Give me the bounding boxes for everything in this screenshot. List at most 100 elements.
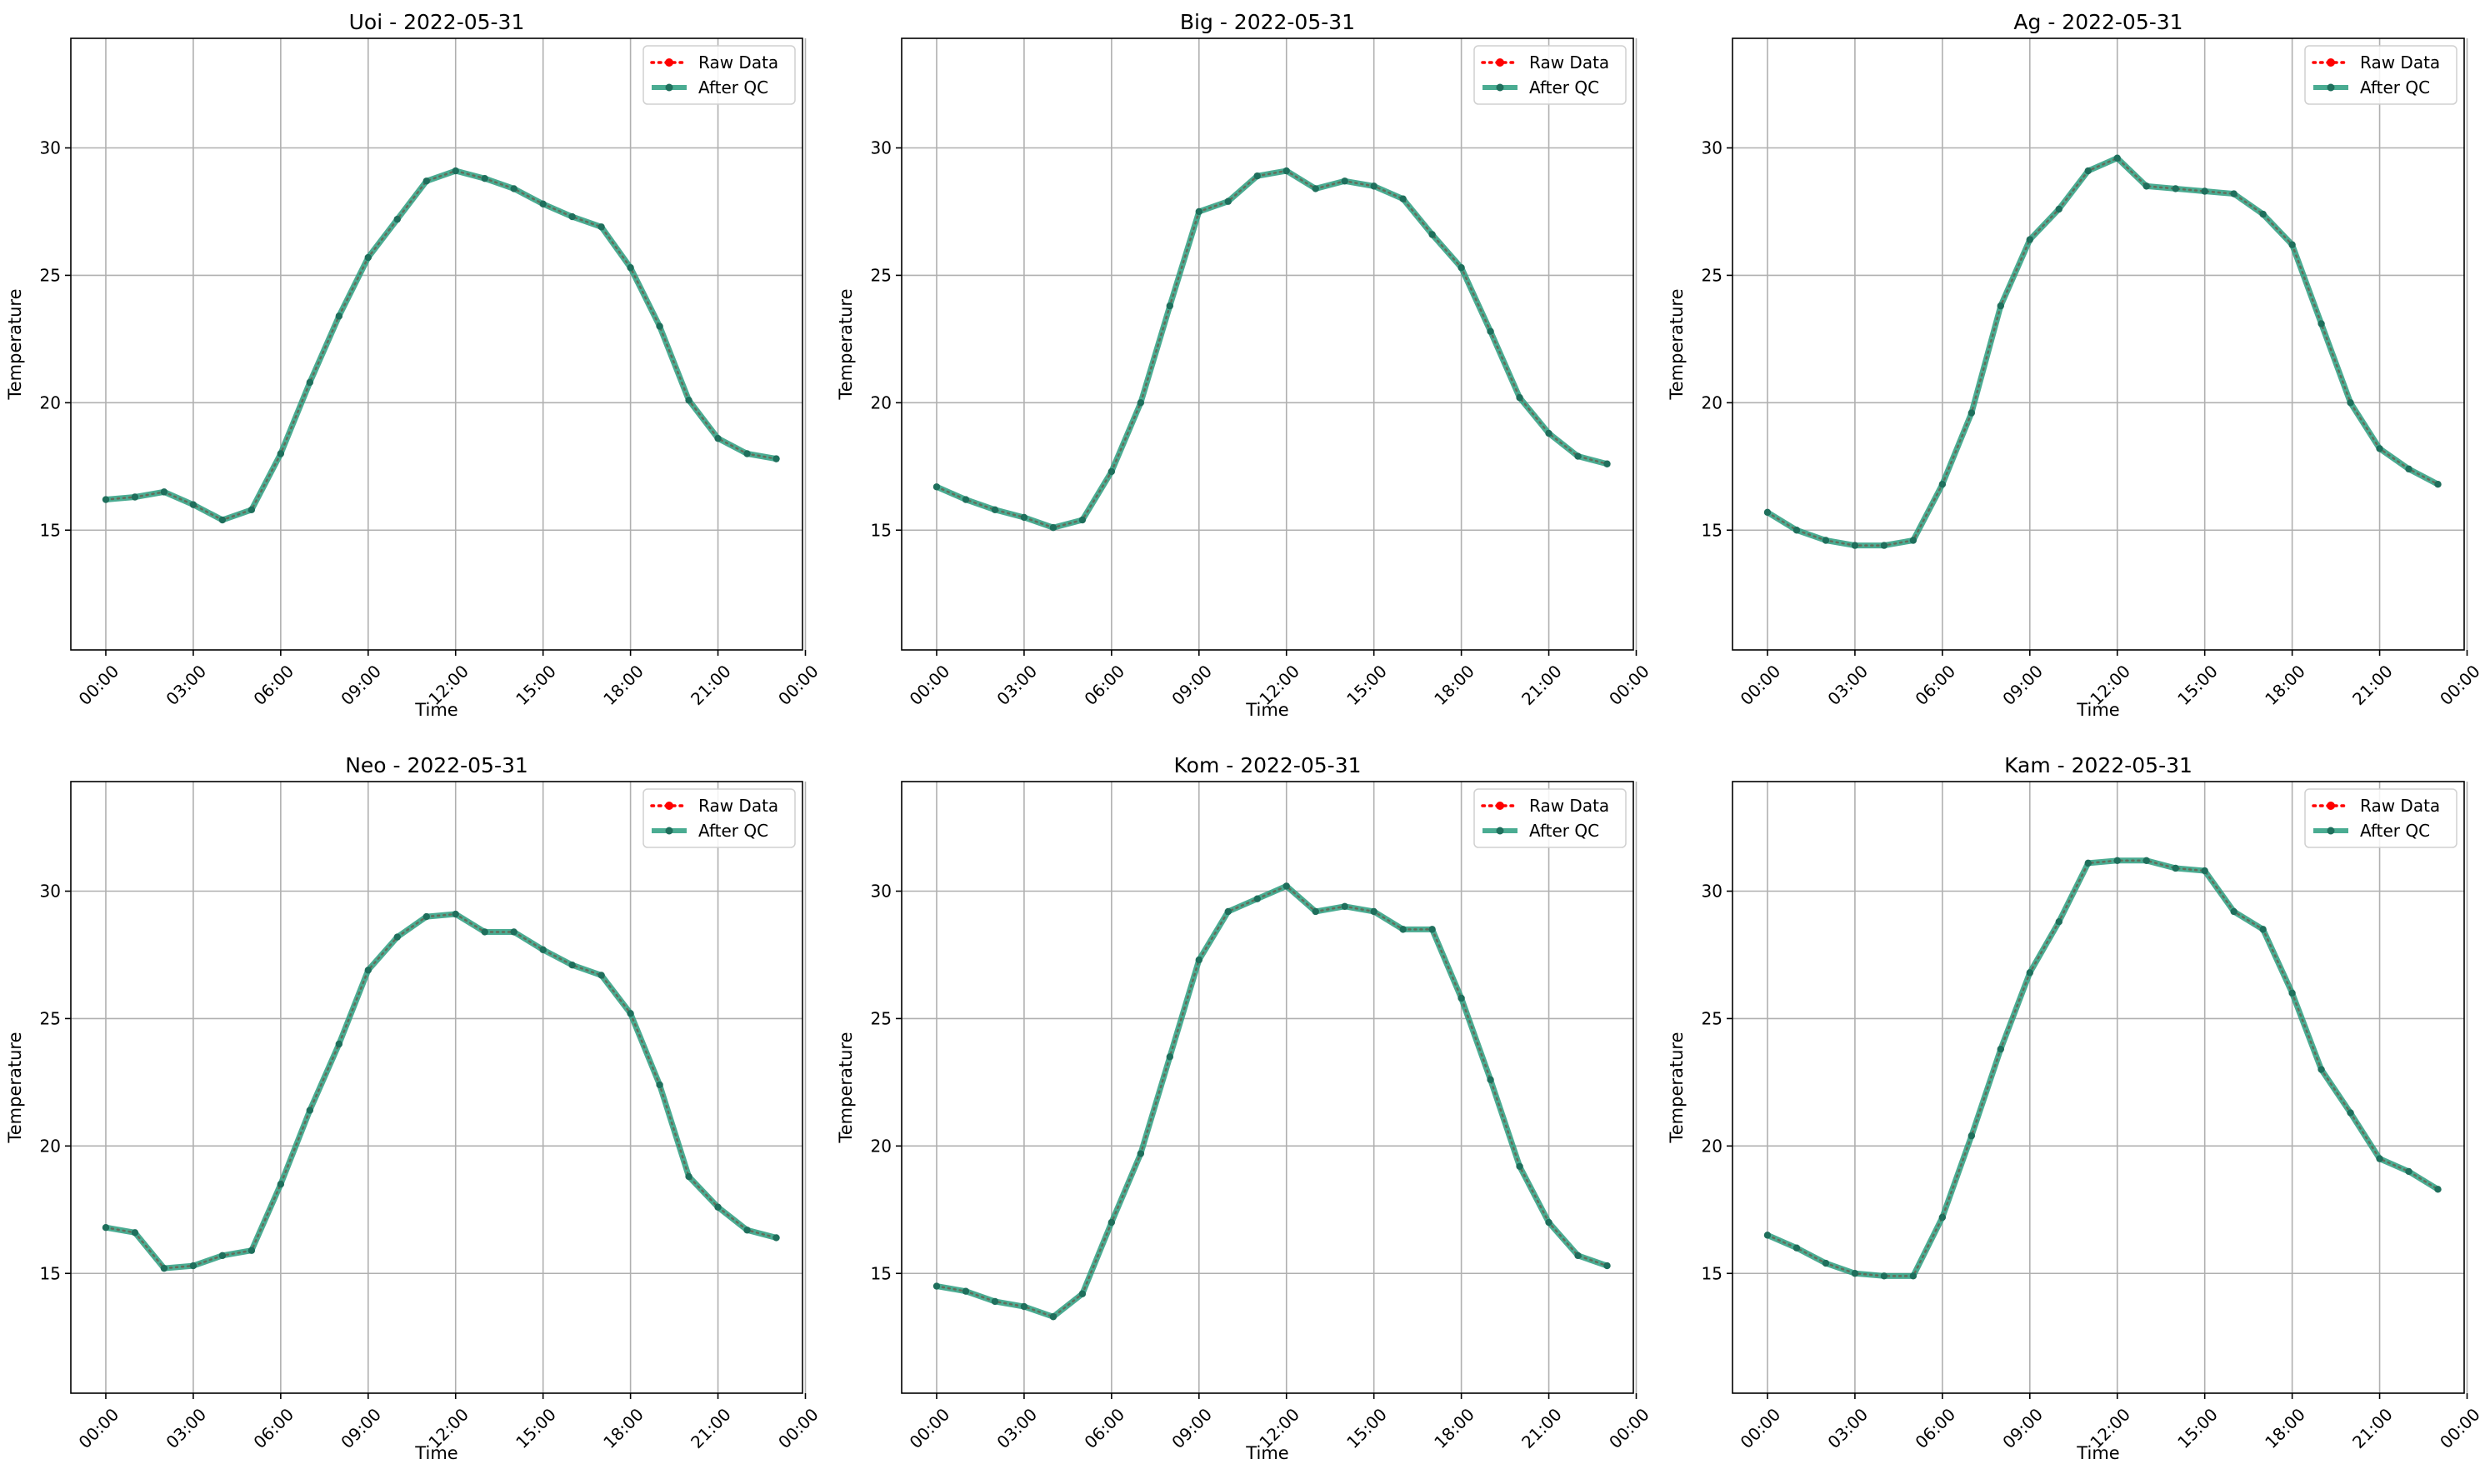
data-point-after-qc — [1574, 452, 1582, 460]
chart-title: Ag - 2022-05-31 — [2013, 10, 2182, 34]
data-point-after-qc — [510, 185, 518, 192]
data-point-after-qc — [1763, 508, 1772, 517]
data-point-after-qc — [422, 912, 430, 921]
x-tick-label: 06:00 — [1080, 661, 1128, 709]
data-point-after-qc — [1851, 542, 1859, 549]
data-point-after-qc — [1224, 197, 1232, 205]
data-point-after-qc — [1282, 167, 1290, 175]
data-point-after-qc — [1938, 1213, 1947, 1222]
legend-marker-raw-data — [2327, 802, 2335, 810]
data-point-after-qc — [248, 506, 256, 513]
data-point-after-qc — [2288, 241, 2296, 248]
data-point-after-qc — [452, 910, 459, 918]
data-point-after-qc — [1282, 882, 1290, 890]
data-point-after-qc — [1195, 956, 1202, 964]
data-point-after-qc — [131, 493, 139, 501]
data-point-after-qc — [1516, 1162, 1523, 1171]
data-point-after-qc — [991, 1297, 999, 1306]
chart-title: Kom - 2022-05-31 — [1174, 753, 1362, 777]
data-point-after-qc — [1880, 542, 1888, 549]
x-tick-label: 09:00 — [1998, 661, 2047, 709]
axes-frame — [901, 37, 1634, 651]
data-point-after-qc — [627, 1010, 634, 1017]
x-tick-label: 03:00 — [992, 1404, 1041, 1452]
legend-marker-after-qc — [665, 83, 673, 92]
y-axis-label: Temperature — [5, 288, 25, 400]
data-point-after-qc — [335, 1040, 343, 1048]
data-point-after-qc — [1078, 516, 1087, 524]
series-line-after-qc — [1764, 857, 2442, 1279]
x-tick-label: 18:00 — [599, 661, 648, 709]
legend-label-raw-data: Raw Data — [2360, 52, 2440, 72]
data-point-after-qc — [598, 223, 605, 231]
data-point-after-qc — [1399, 195, 1407, 202]
x-tick-label: 00:00 — [1605, 661, 1653, 709]
y-tick-label: 30 — [1702, 138, 1722, 158]
data-point-after-qc — [2259, 210, 2267, 218]
data-point-after-qc — [2405, 1167, 2412, 1176]
series-line-after-qc — [933, 167, 1611, 531]
data-point-after-qc — [2142, 857, 2150, 865]
series-line-after-qc — [1764, 155, 2442, 549]
data-point-after-qc — [1458, 994, 1465, 1002]
data-point-after-qc — [1880, 1272, 1888, 1280]
y-tick-label: 20 — [40, 392, 61, 412]
x-tick-label: 15:00 — [512, 1404, 560, 1452]
data-point-after-qc — [393, 933, 401, 941]
data-point-after-qc — [364, 967, 372, 974]
legend: Raw Data After QC — [1473, 45, 1627, 105]
x-tick-label: 03:00 — [162, 661, 210, 709]
legend-label-after-qc: After QC — [2360, 821, 2430, 841]
y-axis-label: Temperature — [5, 1032, 25, 1143]
data-point-after-qc — [1997, 302, 2005, 310]
data-point-after-qc — [2026, 236, 2033, 243]
y-tick-label: 15 — [871, 1263, 892, 1283]
data-point-after-qc — [1997, 1045, 2005, 1053]
x-tick-label: 18:00 — [2261, 661, 2309, 709]
data-point-after-qc — [1078, 1290, 1087, 1297]
data-point-after-qc — [1049, 1313, 1058, 1321]
legend-marker-after-qc — [2327, 827, 2335, 835]
data-point-after-qc — [1137, 1150, 1145, 1157]
data-point-after-qc — [102, 496, 110, 503]
data-point-after-qc — [481, 175, 488, 182]
data-point-after-qc — [306, 1107, 314, 1114]
data-point-after-qc — [2318, 320, 2325, 327]
data-point-after-qc — [2347, 399, 2354, 407]
legend-label-raw-data: Raw Data — [1529, 796, 1609, 816]
data-point-after-qc — [452, 167, 459, 175]
x-tick-label: 03:00 — [1823, 1404, 1872, 1452]
data-point-after-qc — [1049, 524, 1058, 532]
series-line-after-qc — [933, 882, 1611, 1320]
data-point-after-qc — [568, 212, 576, 221]
data-point-after-qc — [2201, 187, 2208, 195]
x-tick-label: 03:00 — [992, 661, 1041, 709]
x-axis-label: Time — [414, 1443, 458, 1463]
data-point-after-qc — [2376, 1155, 2383, 1162]
data-point-after-qc — [1195, 207, 1202, 216]
series-line-raw-data — [935, 884, 1608, 1318]
data-point-after-qc — [1020, 513, 1028, 522]
data-point-after-qc — [364, 253, 372, 262]
y-tick-label: 25 — [1702, 1008, 1722, 1028]
data-point-after-qc — [1792, 1244, 1801, 1252]
data-point-after-qc — [189, 1262, 198, 1270]
y-tick-label: 25 — [40, 1008, 61, 1028]
series-line-raw-data — [104, 912, 778, 1270]
x-tick-label: 00:00 — [774, 1404, 822, 1452]
x-tick-label: 03:00 — [1823, 661, 1872, 709]
legend-label-after-qc: After QC — [1529, 77, 1599, 97]
data-point-after-qc — [160, 488, 168, 496]
x-tick-label: 09:00 — [1168, 661, 1216, 709]
legend-label-raw-data: Raw Data — [698, 52, 778, 72]
data-point-after-qc — [2230, 190, 2238, 197]
legend-label-after-qc: After QC — [698, 821, 768, 841]
legend: Raw Data After QC — [2304, 45, 2458, 105]
data-point-after-qc — [1108, 1218, 1116, 1227]
legend-marker-after-qc — [2327, 83, 2335, 92]
legend-marker-after-qc — [1496, 83, 1504, 92]
